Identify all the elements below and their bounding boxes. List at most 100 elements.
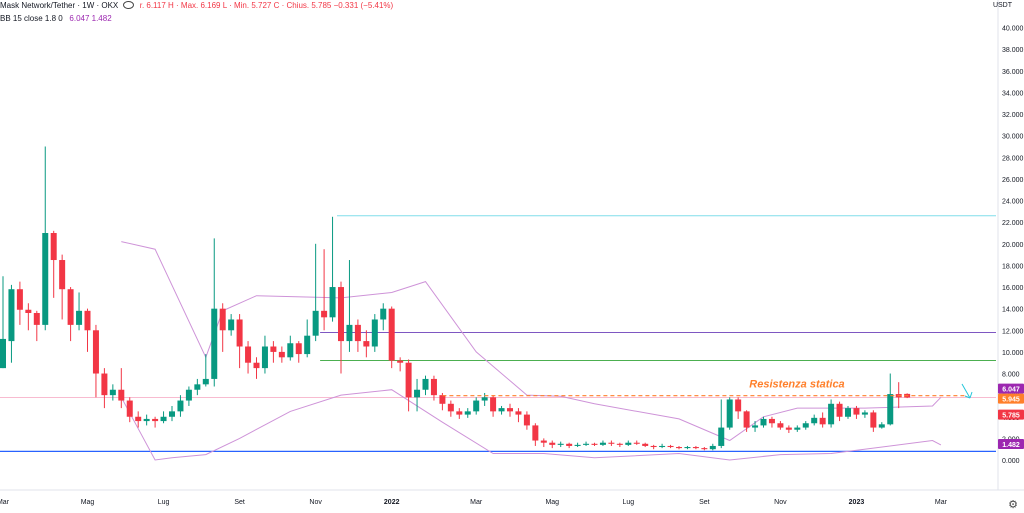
candle-body [185, 389, 192, 401]
candle-body [684, 447, 691, 449]
candle-body [67, 289, 74, 325]
y-tick-label: 40.000 [1002, 26, 1024, 33]
x-tick-label: Mar [470, 499, 483, 506]
y-tick-label: 34.000 [1002, 90, 1024, 97]
candle-body [59, 260, 66, 290]
candle-body [278, 351, 285, 358]
candle-body [701, 448, 708, 450]
candle-body [338, 287, 344, 342]
candle-body [464, 411, 471, 415]
candle-body [439, 395, 446, 404]
candle-body [177, 400, 184, 412]
candle-body [312, 310, 319, 336]
candle-body [760, 418, 767, 426]
x-tick-label: 2022 [384, 499, 400, 506]
x-tick-label: Mag [81, 499, 95, 506]
symbol-title[interactable]: Mask Network/Tether · 1W · OKX [0, 1, 119, 10]
candle-body [861, 412, 868, 415]
candle-body [346, 324, 353, 342]
indicator-legend: BB 15 close 1.8 0 6.047 1.482 [0, 14, 112, 23]
candle-body [169, 411, 175, 417]
ohlc-values: r. 6.117 H · Max. 6.169 L · Min. 5.727 C… [139, 1, 394, 10]
price-label: 1.482 [1002, 442, 1020, 449]
candle-body [490, 397, 497, 412]
candle-body [633, 442, 640, 444]
y-tick-label: 26.000 [1002, 177, 1024, 184]
eye-icon[interactable] [123, 0, 135, 9]
candle-body [109, 389, 116, 396]
candle-body [228, 319, 235, 331]
x-tick-label: Mar [935, 499, 948, 506]
y-tick-label: 36.000 [1002, 69, 1024, 76]
candle-body [650, 445, 657, 448]
candle-body [380, 308, 387, 320]
x-tick-label: Nov [309, 499, 322, 506]
price-label: 5.945 [1002, 397, 1020, 404]
candle-body [726, 399, 733, 428]
candle-body [295, 343, 302, 355]
currency-label[interactable]: USDT [992, 2, 1012, 9]
candle-body [143, 418, 150, 422]
candle-body [853, 408, 860, 415]
candle-body [194, 384, 201, 390]
price-label-bg [998, 438, 1024, 449]
candle-body [549, 442, 556, 445]
candle-body [574, 444, 581, 446]
candle-body [735, 399, 742, 412]
candle-body [101, 373, 108, 396]
candle-body [422, 378, 429, 390]
candle-body [321, 310, 328, 318]
candle-body [236, 319, 243, 347]
candle-body [768, 418, 775, 424]
x-tick-label: Lug [158, 499, 170, 506]
candle-body [92, 330, 99, 374]
candle-body [152, 418, 159, 422]
candle-body [878, 424, 885, 428]
candle-body [135, 416, 142, 422]
candle-body [498, 408, 505, 412]
candle-body [819, 417, 826, 425]
candle-body [473, 400, 480, 412]
x-tick-label: Set [699, 499, 710, 506]
candle-body [245, 346, 252, 363]
candle-body [84, 310, 91, 331]
y-tick-label: 14.000 [1002, 307, 1024, 314]
candle-body [616, 443, 623, 445]
candle-body [414, 389, 421, 398]
candle-body [887, 394, 894, 425]
candle-body [785, 427, 792, 430]
y-tick-label: 24.000 [1002, 199, 1024, 206]
candle-body [0, 338, 6, 369]
candle-body [270, 346, 277, 352]
candle-body [752, 425, 759, 428]
candle-body [591, 443, 598, 445]
y-tick-label: 8.000 [1002, 372, 1020, 379]
x-tick-label: Mag [545, 499, 559, 506]
candle-body [599, 442, 606, 445]
candle-body [845, 408, 851, 417]
candle-body [50, 233, 57, 261]
indicator-label[interactable]: BB 15 close 1.8 0 [0, 14, 63, 23]
candle-body [743, 411, 750, 428]
candle-body [363, 341, 370, 347]
candle-body [507, 408, 513, 412]
candle-body [802, 423, 809, 428]
candle-body [160, 416, 167, 422]
y-tick-label: 16.000 [1002, 285, 1024, 292]
candle-body [202, 378, 209, 385]
x-tick-label: Nov [774, 499, 787, 506]
candle-body [515, 411, 522, 415]
y-tick-label: 12.000 [1002, 328, 1024, 335]
candle-body [25, 309, 32, 313]
bollinger-upper [121, 241, 942, 442]
candle-body [287, 343, 294, 358]
price-label-bg [998, 409, 1024, 420]
candle-body [304, 335, 311, 355]
y-tick-label: 32.000 [1002, 112, 1024, 119]
gear-icon[interactable]: ⚙ [1008, 499, 1018, 511]
y-tick-label: 28.000 [1002, 155, 1024, 162]
candle-body [405, 362, 412, 398]
candle-body [253, 362, 260, 369]
candle-body [481, 397, 488, 401]
